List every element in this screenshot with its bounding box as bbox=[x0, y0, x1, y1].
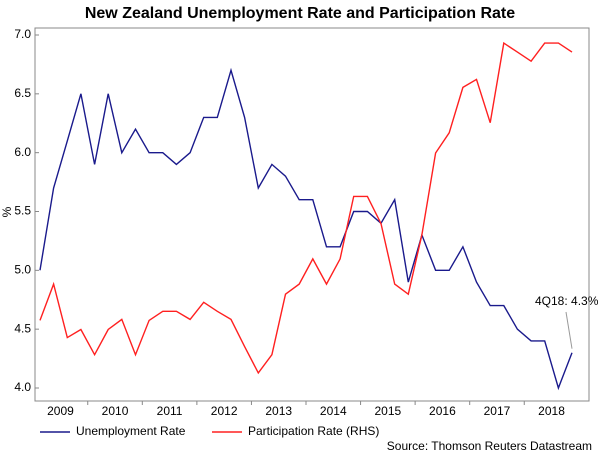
y-tick-label: 7.0 bbox=[14, 27, 31, 41]
y-tick-label: 6.0 bbox=[14, 145, 31, 159]
y-axis-label: % bbox=[0, 206, 14, 217]
x-tick-label: 2018 bbox=[538, 404, 565, 418]
y-tick-label: 4.5 bbox=[14, 321, 31, 335]
x-tick-label: 2017 bbox=[484, 404, 511, 418]
y-tick-label: 5.5 bbox=[14, 204, 31, 218]
chart-title: New Zealand Unemployment Rate and Partic… bbox=[85, 5, 515, 22]
x-tick-label: 2016 bbox=[429, 404, 456, 418]
annotation-leader bbox=[565, 311, 573, 349]
x-tick-label: 2015 bbox=[374, 404, 401, 418]
x-tick-label: 2011 bbox=[157, 404, 183, 418]
legend-label: Unemployment Rate bbox=[76, 424, 186, 438]
series-line bbox=[39, 67, 573, 391]
y-tick-label: 6.5 bbox=[14, 86, 31, 100]
y-tick-label: 4.0 bbox=[14, 380, 31, 394]
series-line bbox=[39, 41, 573, 375]
plot-frame bbox=[34, 27, 590, 402]
x-tick-label: 2012 bbox=[211, 404, 238, 418]
x-tick-label: 2009 bbox=[47, 404, 74, 418]
y-tick-label: 5.0 bbox=[14, 263, 31, 277]
x-tick-label: 2013 bbox=[265, 404, 292, 418]
x-tick-label: 2010 bbox=[102, 404, 129, 418]
legend-label: Participation Rate (RHS) bbox=[248, 424, 379, 438]
x-tick-label: 2014 bbox=[320, 404, 347, 418]
source: Source: Thomson Reuters Datastream bbox=[387, 439, 592, 453]
annotation: 4Q18: 4.3% bbox=[535, 294, 599, 308]
